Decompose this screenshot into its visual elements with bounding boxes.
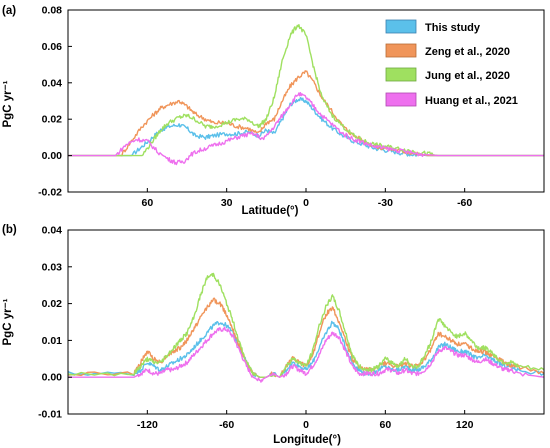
panel-b-ylabel: PgC yr⁻¹ (2, 298, 14, 345)
legend-label-jung: Jung et al., 2020 (425, 70, 510, 82)
panel-b-y-tick-label: -0.01 (38, 409, 62, 421)
panel-b-series-this-study (67, 320, 545, 378)
legend-swatch-huang (385, 92, 417, 107)
panel-b-label: (b) (2, 224, 17, 236)
panel-b: (b) PgC yr⁻¹ Longitude(°) -0.01 0.00 0.01 0… (2, 224, 545, 446)
panel-a-x-tick-label: 0 (303, 197, 309, 209)
legend-swatch-zeng (385, 43, 417, 58)
panel-a-x-tick-labels: 60 30 0 -30 -60 (141, 197, 472, 209)
legend-label-this-study: This study (425, 22, 481, 34)
panel-b-x-tick-labels: -120 -60 0 60 120 (137, 419, 474, 431)
panel-a-y-tick-label: 0.04 (42, 77, 63, 89)
panel-a-x-tick-label: 30 (221, 197, 233, 209)
panel-a-y-tick-label: 0.02 (42, 114, 63, 126)
panel-b-x-tick-label: 0 (303, 419, 309, 431)
panel-a-xlabel: Latitude(°) (242, 205, 299, 217)
panel-a-series (68, 24, 544, 166)
panel-b-y-tick-label: 0.04 (42, 225, 63, 237)
legend-swatch-jung (385, 67, 417, 82)
panel-b-xlabel: Longitude(°) (273, 434, 341, 446)
panel-b-x-tick-label: -60 (219, 419, 234, 431)
panel-b-y-tick-label: 0.02 (42, 298, 63, 310)
panel-a-y-tick-label: 0.08 (42, 5, 63, 17)
legend-label-huang: Huang et al., 2021 (425, 95, 518, 107)
panel-a-y-tick-label: -0.02 (38, 187, 62, 199)
panel-b-series (67, 272, 545, 383)
panel-a-y-tick-label: 0.00 (42, 150, 63, 162)
legend-label-zeng: Zeng et al., 2020 (425, 46, 510, 58)
panel-b-x-tick-label: -120 (137, 419, 158, 431)
panel-a: (a) PgC yr⁻¹ Latitude(°) -0.02 0.00 0.02 0.… (2, 5, 545, 217)
panel-b-series-huang-et-al-2021 (68, 326, 545, 383)
panel-a-series-huang-et-al-2021 (68, 92, 544, 166)
legend-swatch-this-study (385, 19, 417, 34)
panel-a-x-tick-label: -30 (378, 197, 393, 209)
panel-a-series-jung-et-al-2020 (68, 24, 544, 157)
panel-a-label: (a) (2, 5, 16, 17)
panel-a-ticks (68, 9, 466, 193)
panel-b-series-zeng-et-al-2020 (67, 297, 545, 378)
panel-a-ylabel: PgC yr⁻¹ (2, 80, 14, 127)
panel-b-y-tick-label: 0.03 (42, 261, 63, 273)
panel-a-series-zeng-et-al-2020 (68, 70, 544, 157)
legend: This study Zeng et al., 2020 Jung et al.… (385, 19, 518, 107)
panel-b-x-tick-label: 60 (379, 419, 391, 431)
panel-b-series-jung-et-al-2020 (67, 272, 545, 378)
panel-a-series-this-study (68, 97, 544, 157)
panel-a-y-tick-label: 0.06 (42, 41, 63, 53)
panel-a-y-tick-labels: -0.02 0.00 0.02 0.04 0.06 0.08 (38, 5, 62, 199)
panel-a-x-tick-label: 60 (141, 197, 153, 209)
panel-b-y-tick-label: 0.00 (42, 372, 63, 384)
panel-b-y-tick-label: 0.01 (42, 335, 63, 347)
panel-b-x-tick-label: 120 (456, 419, 474, 431)
panel-b-ticks (68, 229, 466, 415)
panel-b-y-tick-labels: -0.01 0.00 0.01 0.02 0.03 0.04 (38, 225, 62, 421)
panel-a-x-tick-label: -60 (457, 197, 472, 209)
panel-b-plot-frame (67, 229, 545, 415)
